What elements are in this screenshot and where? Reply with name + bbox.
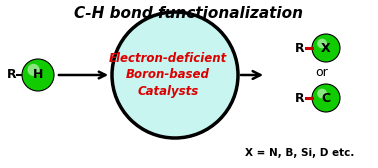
Text: X: X [321, 41, 331, 54]
Circle shape [28, 64, 40, 76]
Circle shape [317, 39, 327, 48]
Circle shape [22, 59, 54, 91]
Circle shape [312, 34, 340, 62]
Circle shape [317, 89, 327, 98]
Text: R: R [294, 41, 304, 54]
Text: Catalysts: Catalysts [137, 85, 198, 97]
Text: C-H bond functionalization: C-H bond functionalization [74, 6, 304, 21]
Circle shape [112, 12, 238, 138]
Text: C: C [321, 92, 331, 104]
Text: Boron-based: Boron-based [126, 69, 210, 81]
Text: R: R [6, 69, 16, 81]
Text: X = N, B, Si, D etc.: X = N, B, Si, D etc. [245, 148, 355, 158]
Text: R: R [294, 92, 304, 104]
Text: or: or [316, 67, 328, 79]
Text: H: H [33, 69, 43, 81]
Text: Electron-deficient: Electron-deficient [109, 52, 227, 66]
Circle shape [312, 84, 340, 112]
